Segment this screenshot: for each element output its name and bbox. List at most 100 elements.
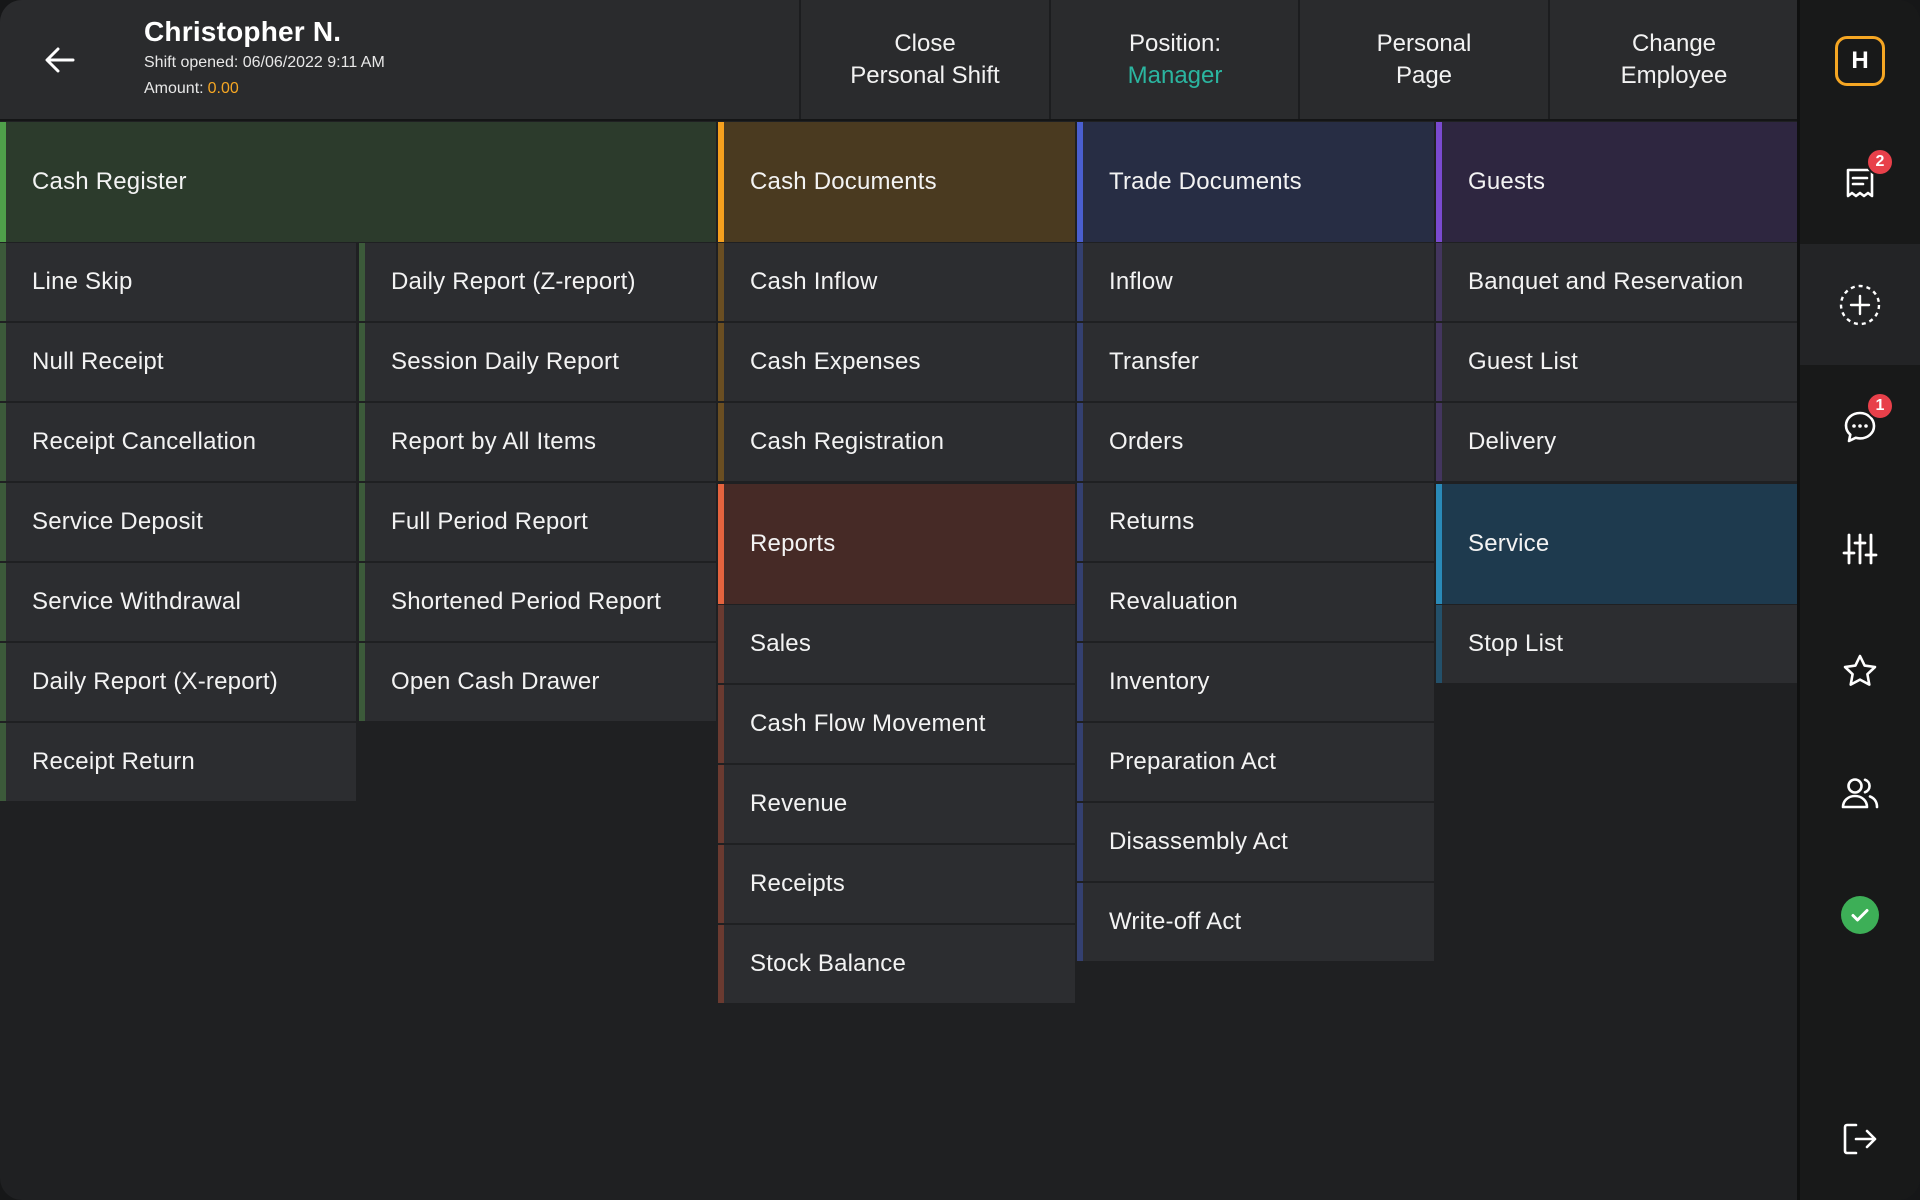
tile-receipt-cancellation[interactable]: Receipt Cancellation: [0, 403, 356, 483]
tile-inventory[interactable]: Inventory: [1077, 643, 1434, 723]
tile-disassembly-act[interactable]: Disassembly Act: [1077, 803, 1434, 883]
tile-label: Daily Report (X-report): [32, 668, 278, 695]
tile-label: Sales: [750, 630, 812, 657]
close-shift-line2: Personal Shift: [850, 61, 1000, 89]
position-value: Manager: [1127, 61, 1223, 89]
tile-receipt-return[interactable]: Receipt Return: [0, 723, 356, 803]
messages-badge: 1: [1866, 392, 1894, 420]
shift-datetime: 06/06/2022 9:11 AM: [242, 54, 385, 71]
tile-report-by-all-items[interactable]: Report by All Items: [359, 403, 716, 483]
section-color-bar: [1436, 484, 1442, 604]
logout-button[interactable]: [1800, 1078, 1920, 1199]
tile-service-deposit[interactable]: Service Deposit: [0, 483, 356, 563]
employee-name: Christopher N.: [144, 16, 342, 47]
receipts-badge: 2: [1866, 148, 1894, 176]
amount-label: Amount:: [144, 80, 204, 97]
close-personal-shift-button[interactable]: Close Personal Shift: [799, 0, 1049, 119]
back-button[interactable]: [32, 34, 88, 86]
tile-service-withdrawal[interactable]: Service Withdrawal: [0, 563, 356, 643]
reports-header[interactable]: Reports: [718, 484, 1075, 604]
section-color-bar: [718, 484, 724, 604]
tile-null-receipt[interactable]: Null Receipt: [0, 323, 356, 403]
tile-banquet-and-reservation[interactable]: Banquet and Reservation: [1436, 243, 1797, 323]
users-icon: [1841, 777, 1879, 808]
section-color-bar: [0, 122, 6, 242]
tile-label: Receipt Cancellation: [32, 428, 257, 455]
personal-page-line1: Personal: [1376, 29, 1472, 57]
tile-open-cash-drawer[interactable]: Open Cash Drawer: [359, 643, 716, 723]
arrow-left-icon: [45, 47, 75, 73]
tile-transfer[interactable]: Transfer: [1077, 323, 1434, 403]
tile-line-skip[interactable]: Line Skip: [0, 243, 356, 323]
section-title: Service: [1468, 530, 1550, 557]
chat-icon: [1844, 411, 1876, 442]
tile-inflow[interactable]: Inflow: [1077, 243, 1434, 323]
cash-documents-header[interactable]: Cash Documents: [718, 122, 1075, 242]
tile-label: Revenue: [750, 790, 848, 817]
guests-header[interactable]: Guests: [1436, 122, 1797, 242]
favorites-nav[interactable]: [1800, 610, 1920, 731]
tile-shortened-period-report[interactable]: Shortened Period Report: [359, 563, 716, 643]
tile-label: Full Period Report: [391, 508, 589, 535]
connection-status[interactable]: [1800, 854, 1920, 975]
logout-icon: [1843, 1123, 1877, 1154]
tile-cash-registration[interactable]: Cash Registration: [718, 403, 1075, 483]
change-employee-line2: Employee: [1620, 61, 1728, 89]
receipts-nav[interactable]: 2: [1800, 122, 1920, 243]
app-logo[interactable]: H: [1800, 0, 1920, 121]
tile-label: Write-off Act: [1109, 908, 1242, 935]
tile-stop-list[interactable]: Stop List: [1436, 605, 1797, 685]
tile-preparation-act[interactable]: Preparation Act: [1077, 723, 1434, 803]
tile-label: Cash Flow Movement: [750, 710, 986, 737]
messages-nav[interactable]: 1: [1800, 366, 1920, 487]
tile-delivery[interactable]: Delivery: [1436, 403, 1797, 483]
check-circle-icon: [1841, 895, 1879, 934]
change-employee-line1: Change: [1631, 29, 1717, 57]
tile-cash-inflow[interactable]: Cash Inflow: [718, 243, 1075, 323]
settings-nav[interactable]: [1800, 488, 1920, 609]
tile-guest-list[interactable]: Guest List: [1436, 323, 1797, 403]
employees-nav[interactable]: [1800, 732, 1920, 853]
tile-label: Stock Balance: [750, 950, 907, 977]
tile-receipts[interactable]: Receipts: [718, 845, 1075, 925]
tile-label: Delivery: [1468, 428, 1557, 455]
position-button[interactable]: Position: Manager: [1049, 0, 1299, 119]
service-header[interactable]: Service: [1436, 484, 1797, 604]
personal-page-button[interactable]: Personal Page: [1298, 0, 1548, 119]
star-icon: [1843, 654, 1877, 686]
tile-stock-balance[interactable]: Stock Balance: [718, 925, 1075, 1005]
section-color-bar: [718, 122, 724, 242]
tile-label: Banquet and Reservation: [1468, 268, 1744, 295]
tile-cash-expenses[interactable]: Cash Expenses: [718, 323, 1075, 403]
tile-daily-report-z[interactable]: Daily Report (Z-report): [359, 243, 716, 323]
tile-label: Receipts: [750, 870, 845, 897]
tile-write-off-act[interactable]: Write-off Act: [1077, 883, 1434, 963]
tile-label: Transfer: [1109, 348, 1200, 375]
tile-session-daily-report[interactable]: Session Daily Report: [359, 323, 716, 403]
tile-label: Stop List: [1468, 630, 1564, 657]
tile-label: Cash Registration: [750, 428, 945, 455]
tile-daily-report-x[interactable]: Daily Report (X-report): [0, 643, 356, 723]
shift-label: Shift opened:: [144, 54, 239, 71]
tile-orders[interactable]: Orders: [1077, 403, 1434, 483]
new-order-nav[interactable]: [1800, 244, 1920, 365]
tile-label: Orders: [1109, 428, 1184, 455]
trade-documents-header[interactable]: Trade Documents: [1077, 122, 1434, 242]
section-title: Cash Documents: [750, 168, 937, 195]
right-sidebar: H 2 1: [1797, 0, 1920, 1200]
tile-cash-flow-movement[interactable]: Cash Flow Movement: [718, 685, 1075, 765]
close-shift-line1: Close: [894, 29, 956, 57]
tile-label: Guest List: [1468, 348, 1579, 375]
cash-register-header[interactable]: Cash Register: [0, 122, 716, 242]
tile-label: Cash Expenses: [750, 348, 921, 375]
tile-label: Inflow: [1109, 268, 1173, 295]
tile-revaluation[interactable]: Revaluation: [1077, 563, 1434, 643]
tile-full-period-report[interactable]: Full Period Report: [359, 483, 716, 563]
tile-label: Receipt Return: [32, 748, 195, 775]
tile-label: Preparation Act: [1109, 748, 1277, 775]
change-employee-button[interactable]: Change Employee: [1548, 0, 1798, 119]
tile-label: Disassembly Act: [1109, 828, 1289, 855]
tile-revenue[interactable]: Revenue: [718, 765, 1075, 845]
tile-sales[interactable]: Sales: [718, 605, 1075, 685]
tile-returns[interactable]: Returns: [1077, 483, 1434, 563]
